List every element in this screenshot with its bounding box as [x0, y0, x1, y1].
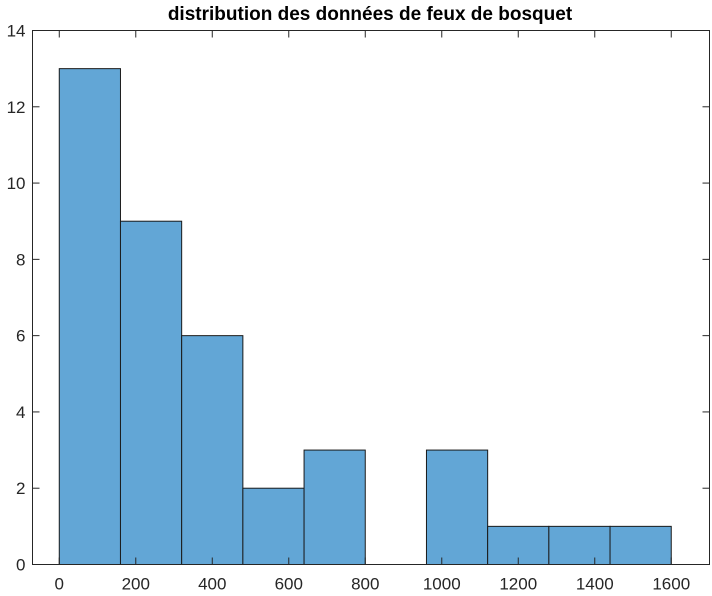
y-tick-label: 0 — [16, 556, 25, 575]
y-tick-label: 2 — [16, 479, 25, 498]
x-axis-ticks: 0 200 400 600 800 1000 1200 1400 1600 — [55, 30, 690, 594]
y-tick-label: 14 — [7, 22, 26, 41]
chart-title: distribution des données de feux de bosq… — [168, 4, 573, 25]
histogram-bar-2 — [181, 335, 244, 565]
x-tick-label: 200 — [122, 575, 150, 594]
histogram-bar-3 — [242, 487, 305, 566]
y-tick-label: 12 — [7, 98, 26, 117]
y-tick-label: 6 — [16, 327, 25, 346]
y-tick-label: 8 — [16, 250, 25, 269]
x-tick-label: 600 — [275, 575, 303, 594]
x-tick-label: 1400 — [576, 575, 614, 594]
x-tick-label: 400 — [198, 575, 226, 594]
y-tick-label: 4 — [16, 403, 25, 422]
histogram-bar-9 — [609, 525, 672, 565]
histogram-bar-4 — [303, 449, 366, 566]
bars-group — [58, 68, 672, 566]
y-axis-ticks: 0 2 4 6 8 10 12 14 — [7, 22, 710, 575]
x-tick-label: 1600 — [652, 575, 690, 594]
histogram-bar-6 — [425, 449, 489, 566]
x-tick-label: 1200 — [499, 575, 537, 594]
histogram-bar-1 — [119, 220, 183, 565]
y-tick-label: 10 — [7, 174, 26, 193]
plot-area-box — [32, 30, 710, 565]
histogram-bar-0 — [58, 68, 121, 566]
x-tick-label: 1000 — [423, 575, 461, 594]
histogram-bar-8 — [548, 525, 611, 565]
x-tick-label: 800 — [351, 575, 379, 594]
x-tick-label: 0 — [55, 575, 64, 594]
